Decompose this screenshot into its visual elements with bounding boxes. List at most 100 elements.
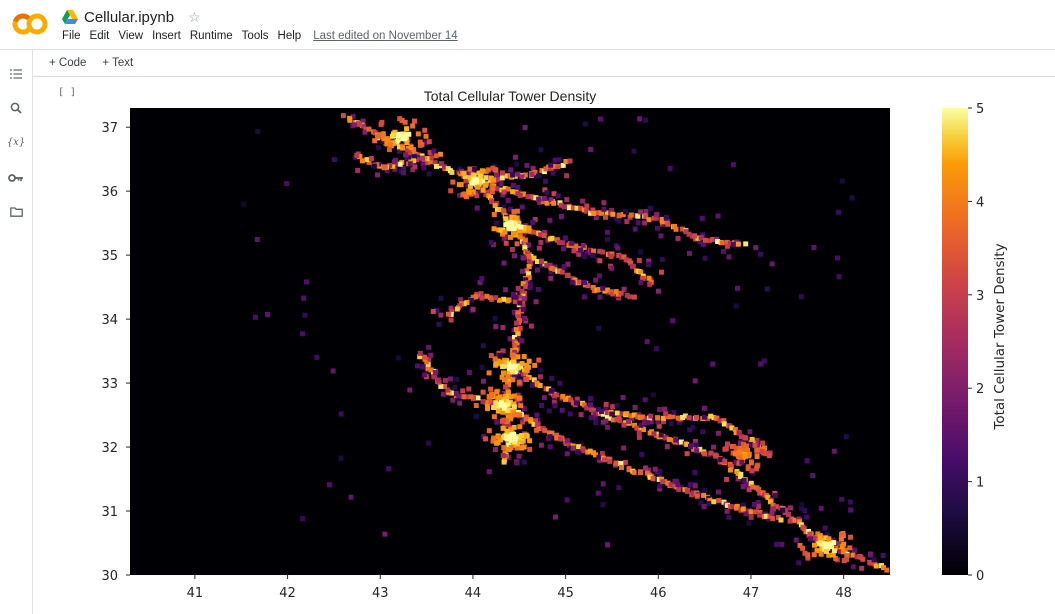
menu-tools[interactable]: Tools xyxy=(241,30,269,42)
heatmap-cell xyxy=(382,164,388,170)
heatmap-cell xyxy=(880,553,886,559)
heatmap-cell xyxy=(593,420,599,425)
heatmap-cell xyxy=(522,245,528,251)
heatmap-cell xyxy=(301,295,307,301)
heatmap-cell xyxy=(737,454,743,460)
heatmap-cell xyxy=(527,285,533,291)
heatmap-cell xyxy=(520,438,526,444)
heatmap-cell xyxy=(616,485,622,491)
search-icon[interactable] xyxy=(8,100,24,116)
last-edited-link[interactable]: Last edited on November 14 xyxy=(313,30,458,42)
heatmap-cell xyxy=(520,306,526,312)
heatmap-cell xyxy=(667,165,673,171)
menu-help[interactable]: Help xyxy=(277,30,302,42)
add-text-button[interactable]: + Text xyxy=(102,57,134,69)
x-tick-label: 46 xyxy=(650,586,667,601)
folder-icon[interactable] xyxy=(8,204,24,220)
heatmap-cell xyxy=(470,294,476,300)
heatmap-cell xyxy=(850,564,856,570)
heatmap-cell xyxy=(503,240,509,246)
menu-file[interactable]: File xyxy=(62,30,81,42)
heatmap-cell xyxy=(624,219,630,224)
heatmap-cell xyxy=(425,365,431,371)
heatmap-cell xyxy=(515,184,521,190)
heatmap-cell xyxy=(371,163,377,169)
heatmap-cell xyxy=(728,240,733,246)
heatmap-cell xyxy=(648,419,654,425)
heatmap-cell xyxy=(830,552,836,558)
heatmap-cell xyxy=(568,397,574,403)
heatmap-cell xyxy=(689,415,695,421)
heatmap-cell xyxy=(461,394,467,400)
heatmap-cell xyxy=(485,406,490,411)
add-code-button[interactable]: + Code xyxy=(49,57,87,69)
heatmap-cell xyxy=(656,288,661,294)
colab-logo[interactable] xyxy=(12,12,48,36)
heatmap-cell xyxy=(504,419,510,425)
heatmap-cell xyxy=(592,414,598,420)
heatmap-cell xyxy=(390,163,396,169)
menu-runtime[interactable]: Runtime xyxy=(189,30,233,42)
heatmap-cell xyxy=(495,408,501,414)
heatmap-cell xyxy=(620,395,626,400)
y-axis: 30 31 32 33 34 35 36 37 xyxy=(101,121,130,584)
heatmap-cell xyxy=(448,317,454,323)
heatmap-cell xyxy=(629,263,635,269)
heatmap-cell xyxy=(354,152,360,158)
variables-icon[interactable]: {x} xyxy=(6,136,26,148)
heatmap-cell xyxy=(711,499,717,505)
heatmap-cell xyxy=(547,444,553,450)
heatmap-cell xyxy=(407,161,413,167)
heatmap-cell xyxy=(449,390,454,396)
toc-icon[interactable] xyxy=(8,66,24,82)
heatmap-cell xyxy=(738,434,744,440)
heatmap-cell xyxy=(480,378,486,384)
menu-insert[interactable]: Insert xyxy=(152,30,181,42)
heatmap-cell xyxy=(591,211,597,216)
heatmap-cell xyxy=(497,352,503,358)
heatmap-cell xyxy=(567,205,572,211)
heatmap-cell xyxy=(706,501,712,506)
cell-run-indicator[interactable]: [ ] xyxy=(58,87,77,98)
heatmap-cell xyxy=(800,545,806,551)
menu-view[interactable]: View xyxy=(118,30,144,42)
heatmap-cell xyxy=(551,163,557,169)
heatmap-cell xyxy=(797,542,803,548)
heatmap-cell xyxy=(512,439,518,445)
heatmap-cell xyxy=(512,412,518,418)
heatmap-cell xyxy=(412,118,417,124)
heatmap-cell xyxy=(505,197,511,203)
heatmap-cell xyxy=(762,358,767,364)
heatmap-cell xyxy=(638,269,644,275)
heatmap-cell xyxy=(471,172,477,178)
heatmap-cell xyxy=(500,409,506,415)
heatmap-cell xyxy=(375,145,381,151)
heatmap-cell xyxy=(799,506,805,512)
heatmap-cell xyxy=(510,352,516,358)
heatmap-cell xyxy=(718,457,724,463)
heatmap-cell xyxy=(637,209,643,215)
heatmap-cell xyxy=(623,209,628,215)
heatmap-cell xyxy=(537,383,543,388)
heatmap-cell xyxy=(810,473,816,479)
x-tick-label: 42 xyxy=(279,586,296,601)
heatmap-cell xyxy=(641,427,646,433)
heatmap-cell xyxy=(576,444,582,450)
heatmap-cell xyxy=(348,494,354,500)
heatmap-cell xyxy=(860,556,866,562)
notebook-title[interactable]: Cellular.ipynb xyxy=(84,8,175,26)
heatmap-cell xyxy=(643,465,649,471)
heatmap-cell xyxy=(637,116,643,122)
heatmap-cell xyxy=(774,541,780,547)
heatmap-cell xyxy=(733,430,739,436)
menu-edit[interactable]: Edit xyxy=(89,30,110,42)
heatmap-cell xyxy=(527,446,533,452)
heatmap-cell xyxy=(817,538,823,543)
heatmap-cell xyxy=(686,415,692,421)
key-icon[interactable] xyxy=(8,170,24,186)
heatmap-cell xyxy=(461,171,467,177)
heatmap-cell xyxy=(495,177,501,182)
heatmap-cell xyxy=(536,357,542,363)
star-icon[interactable]: ☆ xyxy=(188,8,201,25)
heatmap-cell xyxy=(551,191,557,197)
